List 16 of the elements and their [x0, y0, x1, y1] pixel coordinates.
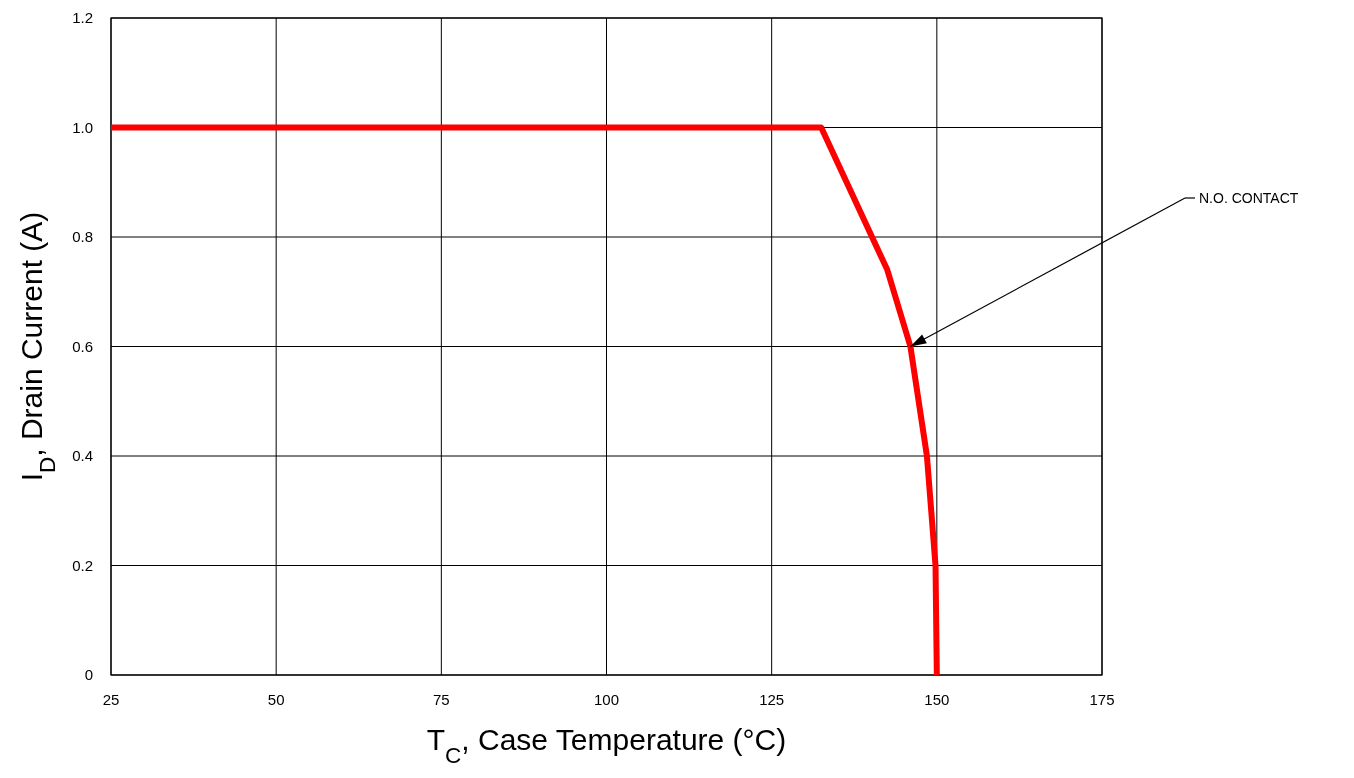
y-tick-label: 0.4 [72, 447, 93, 464]
x-tick-label: 125 [759, 691, 785, 708]
x-tick-label: 50 [267, 691, 285, 708]
x-tick-label: 175 [1089, 691, 1115, 708]
y-tick-label: 1.2 [72, 9, 93, 26]
y-tick-label: 0.8 [72, 228, 93, 245]
x-axis-title: T$_{C}$, Case Temperature (°C) [426, 723, 787, 768]
x-tick-label: 100 [593, 691, 620, 708]
y-tick-label: 0 [84, 666, 93, 683]
annotation: N.O. CONTACT [1199, 190, 1299, 206]
x-tick-label: 25 [102, 691, 120, 708]
x-tick-label: 75 [432, 691, 450, 708]
y-tick-label: 0.2 [72, 556, 93, 574]
x-tick-label: 150 [924, 691, 950, 708]
y-tick-label: 0.6 [72, 337, 93, 355]
y-tick-label: 1.0 [72, 118, 93, 136]
